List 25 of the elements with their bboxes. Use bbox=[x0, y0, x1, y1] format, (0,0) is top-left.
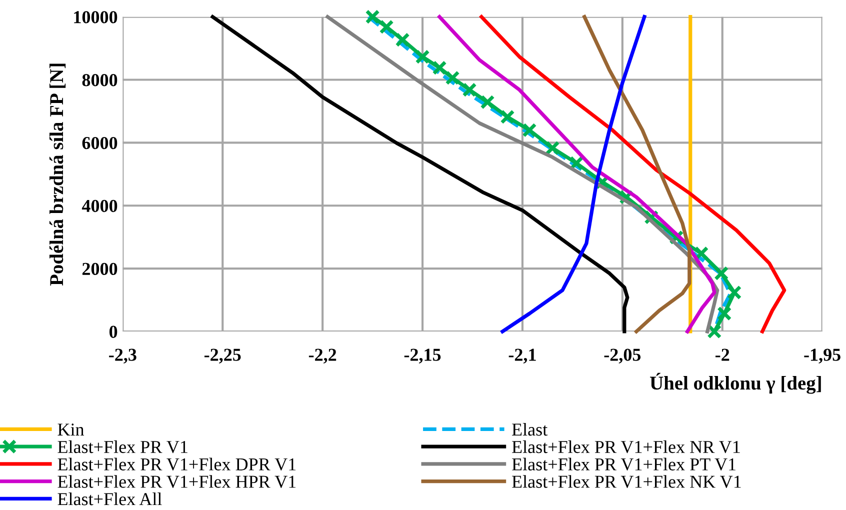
legend-label: Elast bbox=[512, 422, 548, 436]
y-tick-label: 2000 bbox=[82, 262, 118, 276]
y-axis-title: Podélná brzdná síla FP [N] bbox=[49, 64, 66, 286]
x-tick-label: -2,15 bbox=[404, 348, 441, 364]
x-tick-label: -2,1 bbox=[508, 348, 536, 364]
x-tick-label: -2,05 bbox=[604, 348, 641, 364]
x-axis-title: Úhel odklonu γ [deg] bbox=[650, 372, 821, 394]
legend-label: Kin bbox=[58, 424, 84, 436]
y-tick-label: 10000 bbox=[74, 11, 118, 24]
y-tick-label: 6000 bbox=[82, 136, 118, 150]
legend-label: Elast+Flex PR V1+Flex PT V1 bbox=[512, 458, 736, 471]
y-tick-label: 0 bbox=[109, 326, 118, 338]
y-tick-label: 4000 bbox=[82, 200, 118, 212]
legend-label: Elast+Flex PR V1+Flex HPR V1 bbox=[58, 475, 296, 488]
legend-label: Elast+Flex PR V1+Flex NR V1 bbox=[512, 440, 740, 454]
x-tick-label: -2,2 bbox=[308, 348, 336, 364]
x-tick-label: -2,3 bbox=[109, 348, 136, 364]
x-tick-label: -2,25 bbox=[204, 348, 241, 364]
legend-label: Elast+Flex PR V1 bbox=[58, 440, 188, 454]
x-tick-label: -1,95 bbox=[804, 348, 840, 364]
x-tick-label: -2 bbox=[716, 348, 730, 361]
legend-label: Elast+Flex PR V1+Flex DPR V1 bbox=[58, 458, 296, 471]
legend-label: Elast+Flex PR V1+Flex NK V1 bbox=[512, 475, 741, 488]
y-tick-label: 8000 bbox=[82, 74, 118, 86]
legend-label: Elast+Flex All bbox=[58, 492, 162, 506]
